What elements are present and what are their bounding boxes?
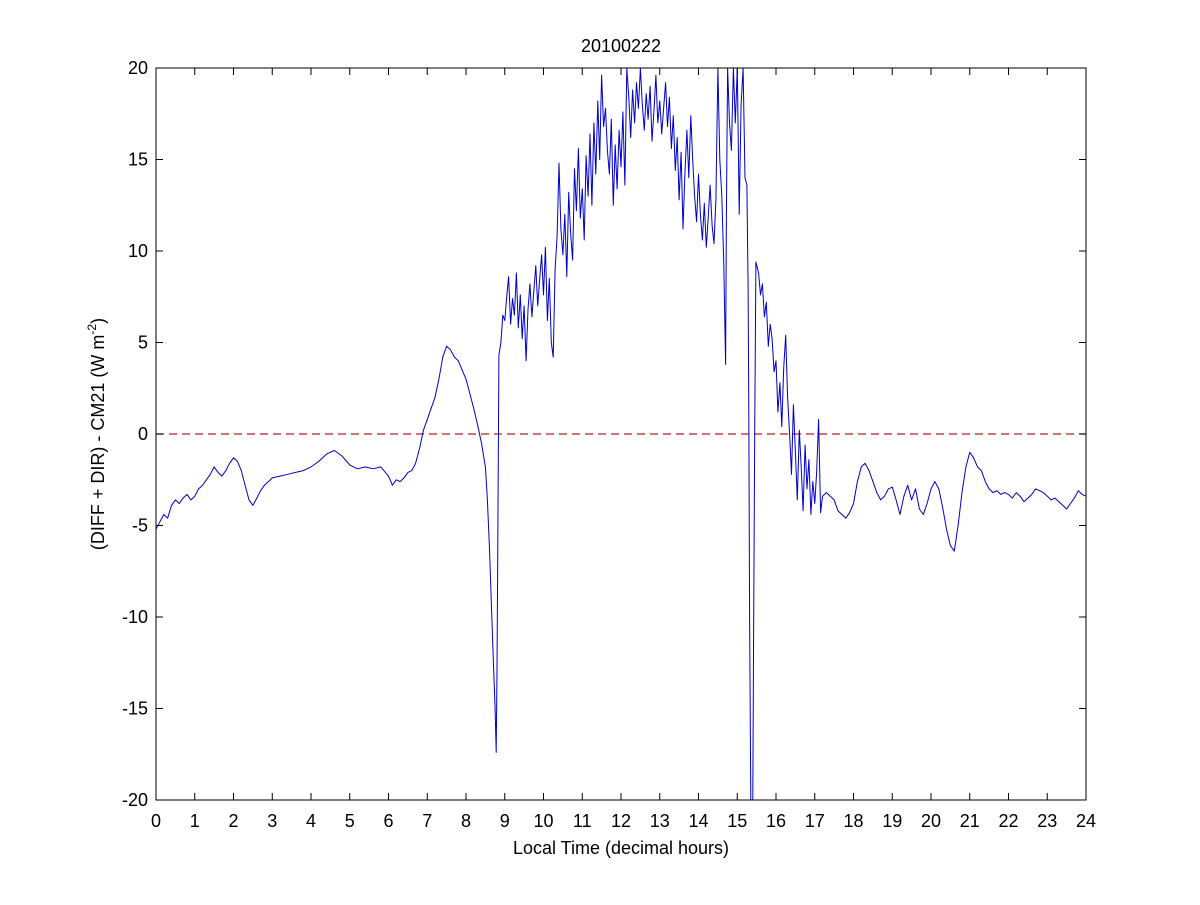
x-tick-label: 1 [190,811,200,831]
x-axis-label: Local Time (decimal hours) [513,838,729,858]
x-tick-label: 6 [383,811,393,831]
x-tick-label: 22 [998,811,1018,831]
x-tick-label: 20 [921,811,941,831]
x-tick-label: 3 [267,811,277,831]
x-tick-label: 17 [805,811,825,831]
x-tick-label: 21 [960,811,980,831]
x-tick-label: 18 [843,811,863,831]
y-tick-label: -5 [132,516,148,536]
x-tick-label: 14 [688,811,708,831]
plot-area [156,68,1086,800]
x-tick-label: 2 [228,811,238,831]
x-tick-label: 12 [611,811,631,831]
x-tick-label: 24 [1076,811,1096,831]
x-tick-label: 13 [650,811,670,831]
x-tick-label: 4 [306,811,316,831]
chart-title: 20100222 [581,36,661,56]
y-tick-label: 10 [128,241,148,261]
series-layer [156,68,1086,800]
y-tick-label: 15 [128,150,148,170]
x-tick-label: 0 [151,811,161,831]
y-tick-label: 0 [138,424,148,444]
ticks-layer: 0 1 2 3 4 5 6 7 8 9 10 11 12 13 14 15 16 17 18 19 20 21 22 23 24… [122,58,1096,831]
y-tick-label: -20 [122,790,148,810]
y-tick-label: 5 [138,333,148,353]
x-tick-label: 10 [533,811,553,831]
y-axis-label: (DIFF + DIR) - CM21 (W m-2) [85,318,108,550]
y-axis-label-superscript: -2 [85,324,99,335]
y-tick-label: -15 [122,699,148,719]
y-tick-label: 20 [128,58,148,78]
x-tick-label: 16 [766,811,786,831]
y-axis-label-end: ) [88,318,108,324]
x-tick-label: 9 [500,811,510,831]
x-tick-label: 8 [461,811,471,831]
x-tick-label: 7 [422,811,432,831]
y-axis-label-main: (DIFF + DIR) - CM21 (W m [88,335,108,550]
series-line [156,68,1086,800]
x-tick-label: 5 [345,811,355,831]
y-tick-label: -10 [122,607,148,627]
x-tick-label: 15 [727,811,747,831]
x-tick-label: 23 [1037,811,1057,831]
x-tick-label: 11 [573,811,592,831]
x-tick-label: 19 [882,811,902,831]
